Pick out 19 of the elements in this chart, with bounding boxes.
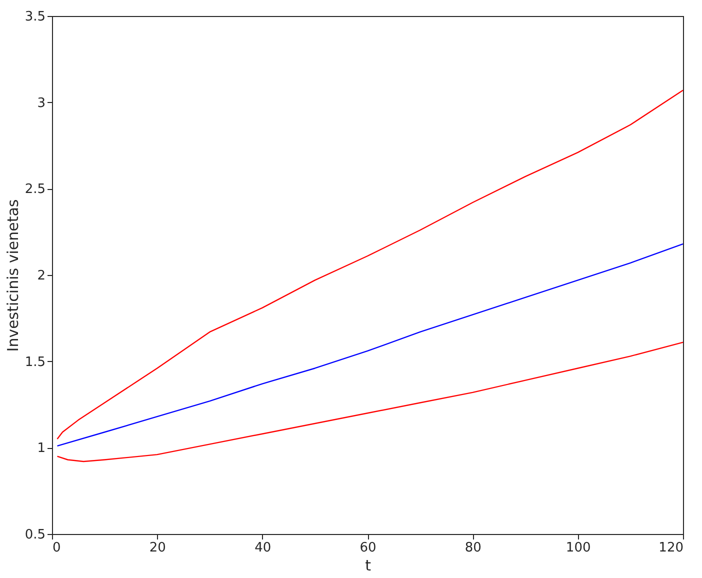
y-tick-label: 3 bbox=[37, 96, 46, 111]
y-tick-label: 2.5 bbox=[24, 182, 46, 198]
line-series bbox=[56, 243, 684, 447]
x-tick-label: 60 bbox=[360, 540, 376, 556]
y-tick-label: 3.5 bbox=[24, 10, 46, 24]
x-tick-label: 80 bbox=[464, 540, 482, 556]
y-tick-label: 2 bbox=[37, 268, 46, 284]
line-series bbox=[56, 90, 684, 440]
x-tick-label: 120 bbox=[658, 540, 684, 556]
x-tick-label: 0 bbox=[52, 540, 61, 556]
y-tick-label: 1.5 bbox=[24, 354, 46, 370]
x-axis-title: t bbox=[365, 556, 372, 574]
x-tick-label: 40 bbox=[254, 540, 272, 556]
x-tick-label: 100 bbox=[566, 540, 591, 556]
y-axis-title: Investicinis vienetas bbox=[4, 199, 22, 352]
y-tick-label: 1 bbox=[37, 441, 46, 456]
y-tick-label: 0.5 bbox=[24, 528, 46, 542]
line-series bbox=[56, 342, 684, 462]
x-tick-label: 20 bbox=[149, 540, 166, 556]
